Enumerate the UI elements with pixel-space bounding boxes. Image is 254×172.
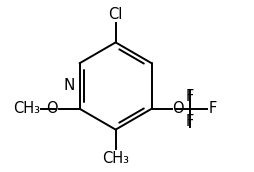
Text: F: F [185, 114, 194, 129]
Text: O: O [46, 101, 58, 116]
Text: F: F [208, 101, 216, 116]
Text: Cl: Cl [108, 7, 123, 22]
Text: CH₃: CH₃ [13, 101, 40, 116]
Text: N: N [64, 78, 75, 94]
Text: CH₃: CH₃ [102, 151, 129, 166]
Text: O: O [172, 101, 184, 116]
Text: F: F [185, 89, 194, 104]
